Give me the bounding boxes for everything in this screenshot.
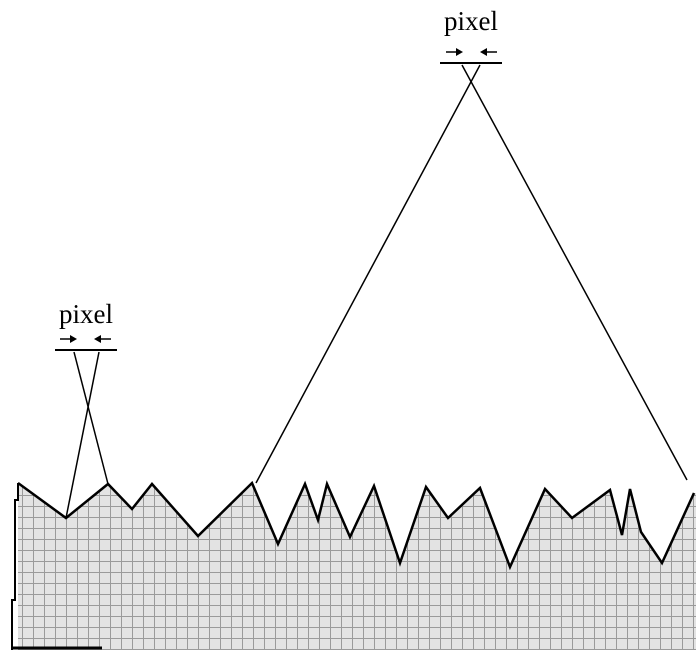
large-pixel-ray-right xyxy=(461,64,688,481)
large-pixel-ray-left xyxy=(255,64,481,484)
right-arrow-icon xyxy=(60,335,77,343)
small-pixel-marker: pixel xyxy=(55,299,117,519)
surface-texture xyxy=(18,483,696,650)
large-pixel-label: pixel xyxy=(444,6,498,36)
right-arrow-icon xyxy=(446,48,463,56)
surface-left-edge xyxy=(11,483,19,650)
small-pixel-label: pixel xyxy=(59,299,113,329)
left-arrow-icon xyxy=(480,48,497,56)
surface-profile xyxy=(17,480,696,571)
small-pixel-ray-left xyxy=(65,351,100,519)
small-pixel-ray-right xyxy=(73,351,109,485)
left-arrow-icon xyxy=(94,335,111,343)
large-pixel-marker: pixel xyxy=(255,6,688,484)
